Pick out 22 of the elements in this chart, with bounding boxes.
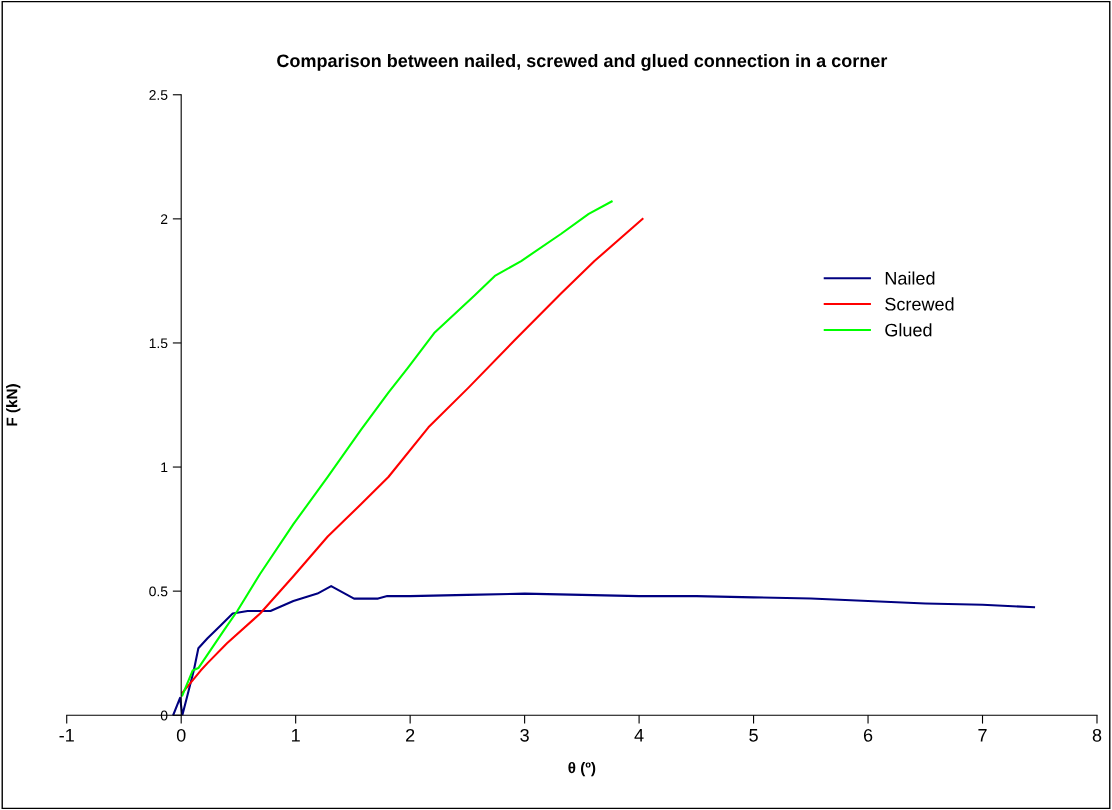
legend-label: Nailed (885, 271, 935, 285)
x-tick-label: -1 (59, 729, 74, 742)
x-tick-label: 2 (406, 728, 415, 742)
x-tick-label: 3 (520, 728, 529, 742)
y-tick-label: 1.5 (149, 338, 168, 349)
x-axis-title: θ (º) (568, 761, 596, 777)
legend-label: Glued (885, 323, 932, 337)
chart-title: Comparison between nailed, screwed and glued connection in a corner (277, 53, 888, 71)
legend-label: Screwed (885, 297, 954, 311)
y-tick-label: 0.5 (149, 586, 168, 597)
x-tick-label: 0 (176, 728, 186, 742)
x-tick-label: 4 (634, 729, 644, 742)
x-tick-label: 8 (1092, 728, 1102, 742)
y-axis-title: F (kN) (6, 384, 21, 426)
y-tick-label: 2 (160, 214, 168, 224)
x-tick-label: 7 (978, 729, 987, 742)
x-tick-label: 5 (749, 729, 758, 742)
x-tick-label: 6 (863, 728, 873, 742)
line-series (172, 585, 1036, 716)
y-tick-label: 2.5 (149, 90, 168, 100)
x-tick-label: 1 (292, 729, 300, 742)
y-tick-label: 1 (161, 462, 168, 473)
